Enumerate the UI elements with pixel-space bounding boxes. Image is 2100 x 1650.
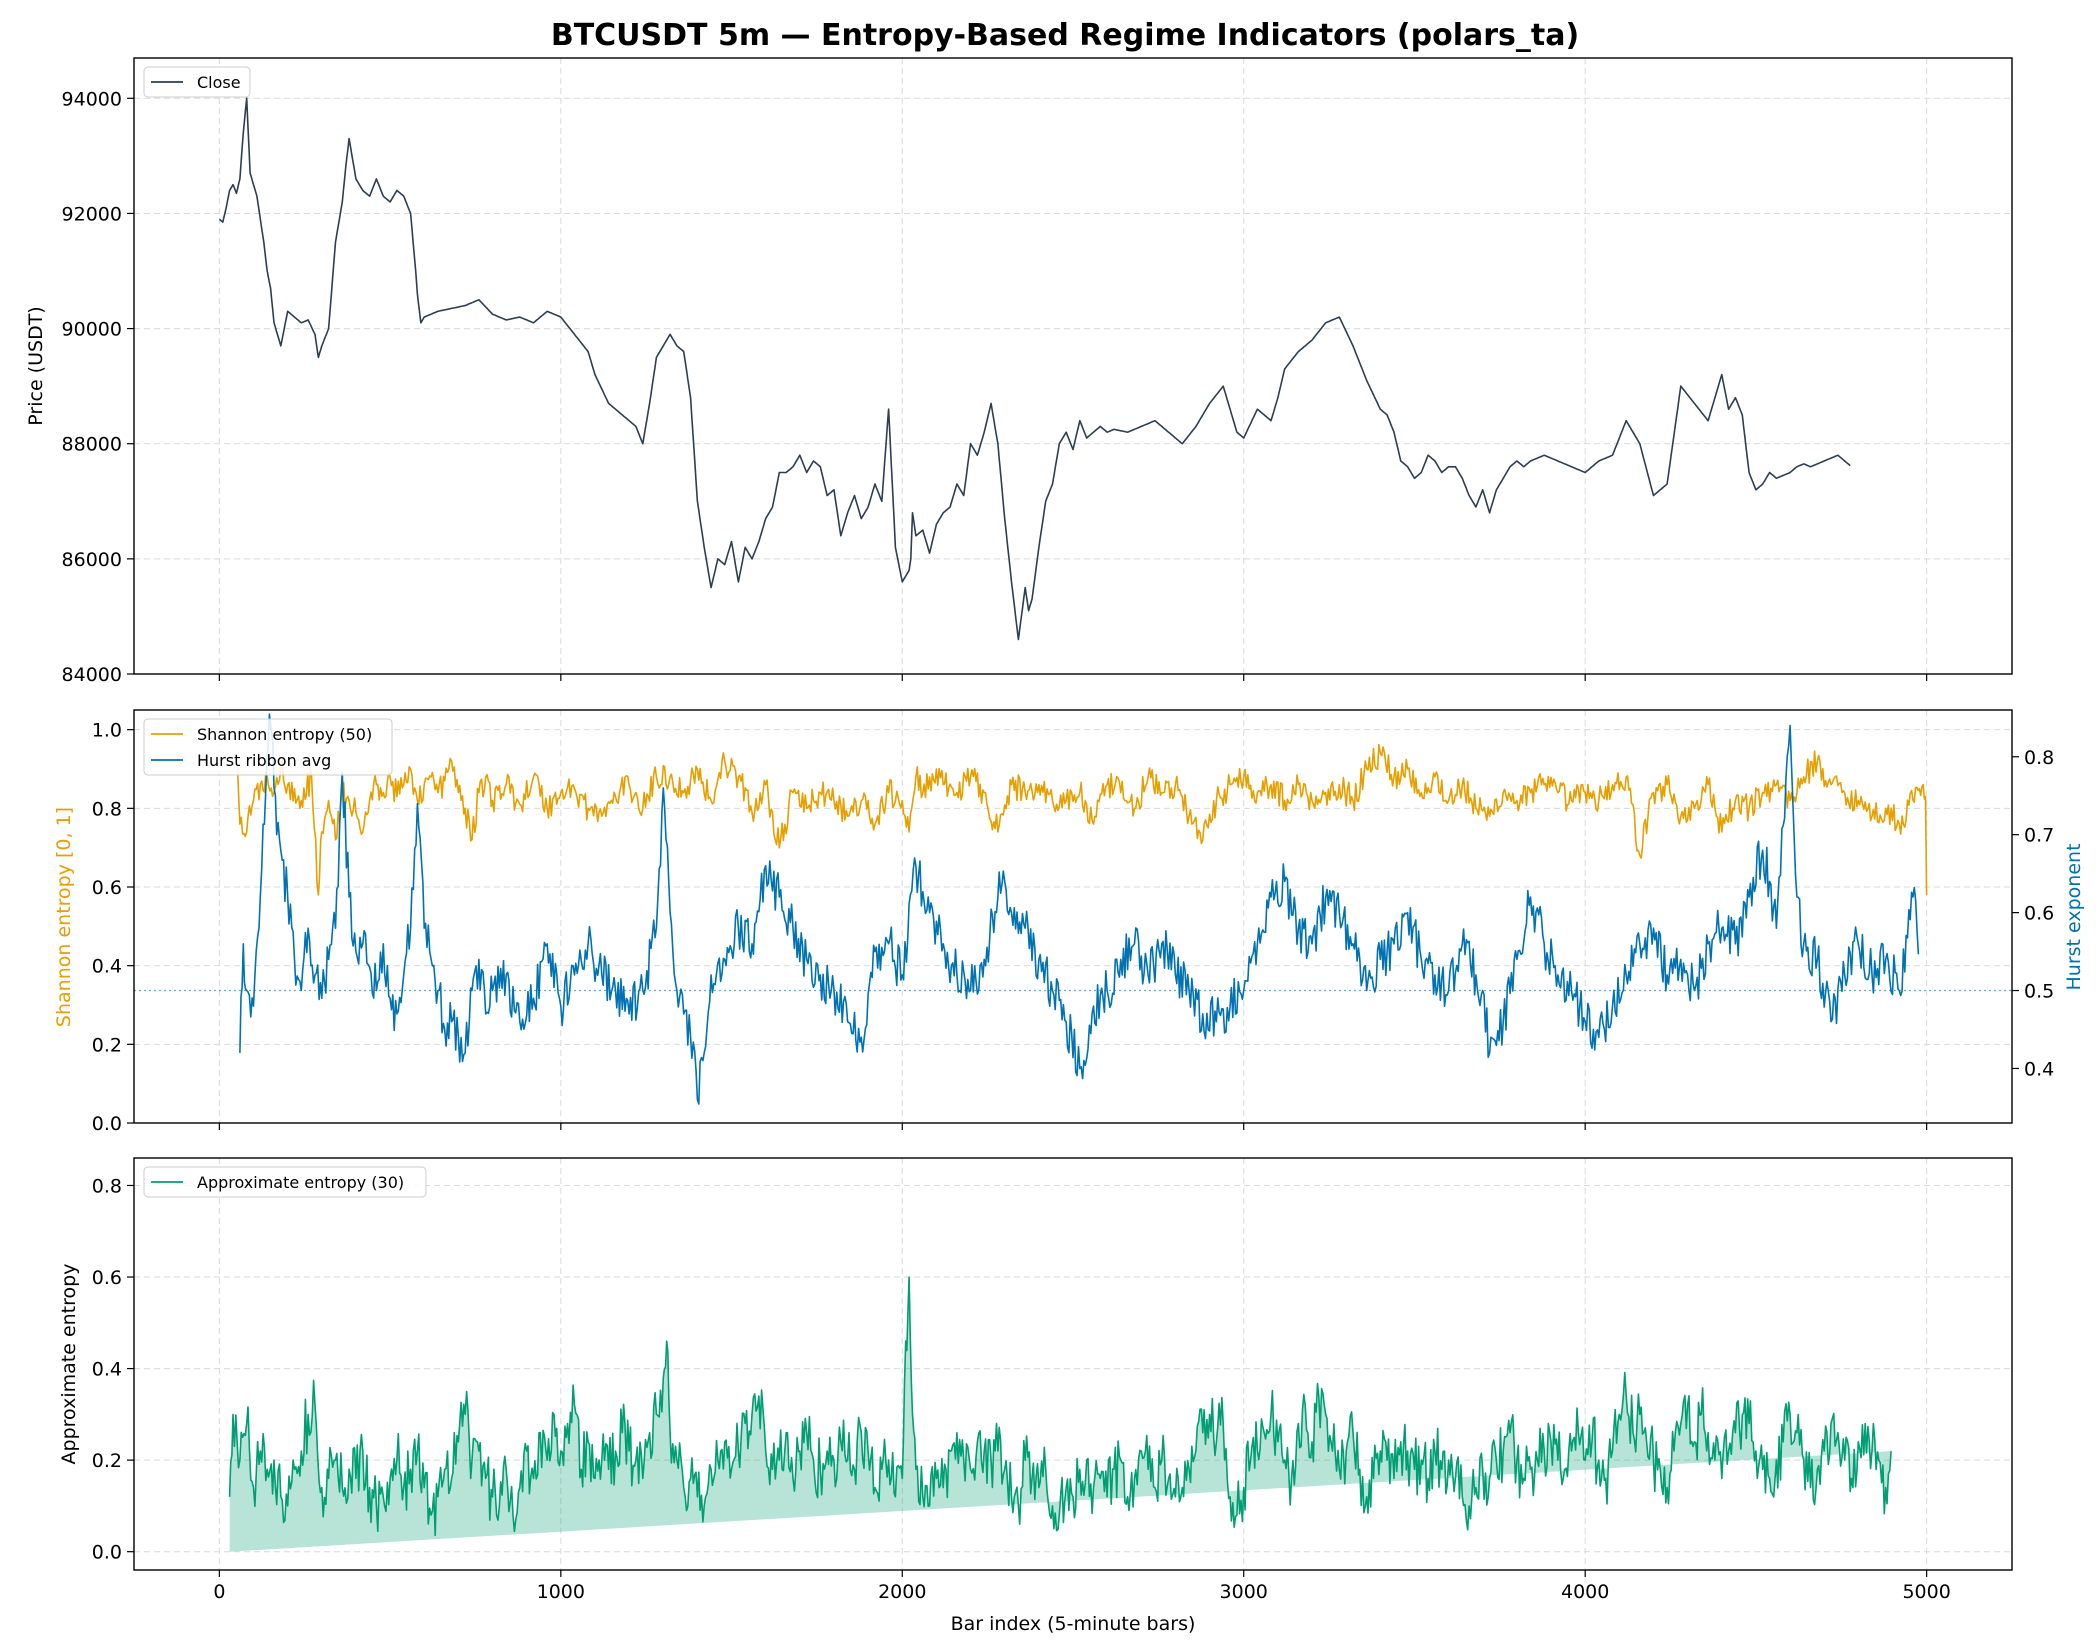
x-axis-label: Bar index (5-minute bars) xyxy=(951,1613,1196,1635)
x-tick-label-3000: 3000 xyxy=(1220,1581,1268,1603)
apen-ytick-label-0.6: 0.6 xyxy=(92,1267,122,1289)
entropy-panel-frame xyxy=(133,709,2013,1124)
price-ytick-label-92000: 92000 xyxy=(62,203,122,225)
hurst-ytick-label-0.7: 0.7 xyxy=(2024,825,2054,847)
hurst-ytick-label-0.8: 0.8 xyxy=(2024,747,2054,769)
price-panel-grid xyxy=(134,58,2012,675)
apen-legend-box xyxy=(143,1166,427,1198)
hurst-ytick-label-0.5: 0.5 xyxy=(2024,981,2054,1003)
price-panel-ylabel: Price (USDT) xyxy=(25,306,47,425)
x-tick-label-1000: 1000 xyxy=(537,1581,585,1603)
apen-panel: 0.0 0.2 0.4 0.6 0.8 0 1000 2000 3000 4000 5000 Ap… xyxy=(58,1157,2013,1635)
entropy-panel-plot xyxy=(134,713,2012,1105)
entropy-ytick-label-0.4: 0.4 xyxy=(92,956,122,978)
legend-label-hurst: Hurst ribbon avg xyxy=(197,751,331,770)
legend-label-apen: Approximate entropy (30) xyxy=(197,1173,404,1192)
hurst-axis-label: Hurst exponent xyxy=(2063,843,2085,990)
chart-title: BTCUSDT 5m — Entropy-Based Regime Indica… xyxy=(551,18,1579,53)
apen-panel-y-ticks: 0.0 0.2 0.4 0.6 0.8 xyxy=(92,1175,134,1564)
price-panel: 84000 86000 88000 90000 92000 94000 Price (US… xyxy=(25,57,2013,686)
price-panel-x-ticks xyxy=(218,674,1928,681)
x-tick-label-5000: 5000 xyxy=(1902,1581,1950,1603)
entropy-legend-box xyxy=(143,718,393,776)
price-legend-label-close: Close xyxy=(197,73,241,92)
entropy-hurst-panel: 0.0 0.2 0.4 0.6 0.8 1.0 0.4 0.5 0.6 0.7 0.8 Shann… xyxy=(53,709,2085,1135)
entropy-ytick-label-0.6: 0.6 xyxy=(92,877,122,899)
apen-panel-legend: Approximate entropy (30) xyxy=(143,1166,427,1198)
entropy-panel-legend: Shannon entropy (50) Hurst ribbon avg xyxy=(143,718,393,776)
price-ytick-label-94000: 94000 xyxy=(62,88,122,110)
entropy-ytick-label-1: 1.0 xyxy=(92,720,122,742)
entropy-panel-x-ticks xyxy=(218,1123,1928,1130)
shannon-axis-label: Shannon entropy [0, 1] xyxy=(53,807,75,1027)
apen-panel-plot xyxy=(228,1276,1892,1552)
price-legend-box xyxy=(143,66,251,98)
hurst-ytick-label-0.6: 0.6 xyxy=(2024,903,2054,925)
price-panel-plot xyxy=(218,97,1851,641)
entropy-panel-grid xyxy=(134,710,2012,1124)
series-line-approximate-entropy-30 xyxy=(228,1276,1892,1537)
entropy-ytick-label-0: 0.0 xyxy=(92,1113,122,1135)
price-panel-legend: Close xyxy=(143,66,251,98)
price-ytick-label-90000: 90000 xyxy=(62,319,122,341)
apen-ytick-label-0.4: 0.4 xyxy=(92,1359,122,1381)
price-panel-frame xyxy=(133,57,2013,675)
price-ytick-label-88000: 88000 xyxy=(62,434,122,456)
price-ytick-label-84000: 84000 xyxy=(62,664,122,686)
price-panel-y-ticks: 84000 86000 88000 90000 92000 94000 xyxy=(62,88,134,686)
series-line-shannon-entropy-50 xyxy=(235,743,1928,896)
entropy-panel-y-ticks: 0.0 0.2 0.4 0.6 0.8 1.0 xyxy=(92,720,134,1135)
apen-ytick-label-0.2: 0.2 xyxy=(92,1450,122,1472)
entropy-ytick-label-0.2: 0.2 xyxy=(92,1034,122,1056)
series-line-close xyxy=(218,97,1851,641)
x-tick-label-4000: 4000 xyxy=(1561,1581,1609,1603)
apen-panel-ylabel: Approximate entropy xyxy=(58,1264,80,1465)
apen-ytick-label-0.8: 0.8 xyxy=(92,1175,122,1197)
price-ytick-label-86000: 86000 xyxy=(62,549,122,571)
x-tick-label-2000: 2000 xyxy=(878,1581,926,1603)
apen-panel-x-ticks: 0 1000 2000 3000 4000 5000 xyxy=(213,1570,1951,1603)
apen-ytick-label-0: 0.0 xyxy=(92,1542,122,1564)
apen-panel-frame xyxy=(133,1157,2013,1571)
hurst-right-y-ticks: 0.4 0.5 0.6 0.7 0.8 xyxy=(2012,747,2054,1080)
x-tick-label-0: 0 xyxy=(213,1581,225,1603)
series-line-hurst-ribbon-avg xyxy=(239,713,1920,1105)
entropy-ytick-label-0.8: 0.8 xyxy=(92,798,122,820)
series-fill-approximate-entropy-30 xyxy=(229,1277,1892,1552)
hurst-ytick-label-0.4: 0.4 xyxy=(2024,1058,2054,1080)
legend-label-shannon: Shannon entropy (50) xyxy=(197,725,372,744)
